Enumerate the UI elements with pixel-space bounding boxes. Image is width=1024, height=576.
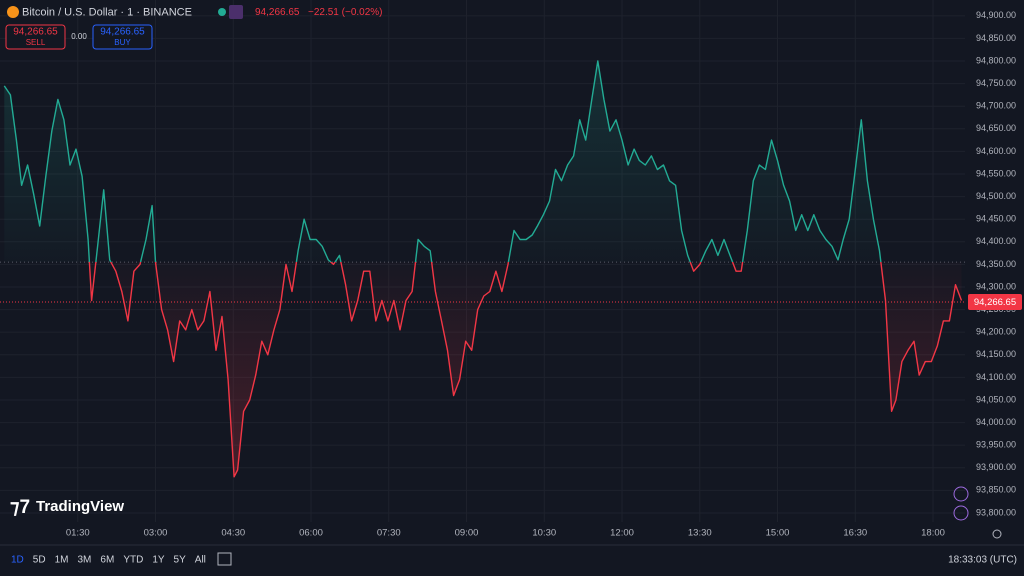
y-tick-label: 93,850.00	[976, 485, 1016, 495]
y-tick-label: 94,150.00	[976, 349, 1016, 359]
add-alert[interactable]	[953, 486, 969, 502]
sell-price: 94,266.65	[13, 27, 58, 38]
y-tick-label: 94,550.00	[976, 168, 1016, 178]
indicator-icon[interactable]	[229, 5, 243, 19]
x-tick-label: 09:00	[455, 528, 479, 539]
baseline-area	[4, 61, 962, 477]
last-price-label: 94,266.65	[974, 297, 1016, 308]
x-tick-label: 13:30	[688, 528, 712, 539]
buy-button[interactable]	[92, 24, 153, 50]
sell-label: SELL	[26, 38, 46, 47]
range-button[interactable]: All	[195, 555, 206, 566]
settings-icon[interactable]	[992, 529, 1002, 539]
logo-mark: ⁊7	[10, 497, 30, 518]
y-tick-label: 94,750.00	[976, 78, 1016, 88]
range-button[interactable]: 6M	[100, 555, 114, 566]
price-line	[3, 60, 963, 478]
x-tick-label: 03:00	[144, 528, 168, 539]
plot	[0, 60, 965, 478]
x-tick-label: 06:00	[299, 528, 323, 539]
range-button[interactable]: 1M	[55, 555, 69, 566]
y-tick-label: 94,300.00	[976, 281, 1016, 291]
range-button[interactable]: 5Y	[174, 555, 187, 566]
y-tick-label: 94,050.00	[976, 394, 1016, 404]
y-tick-label: 94,850.00	[976, 33, 1016, 43]
range-button[interactable]: 1Y	[152, 555, 165, 566]
buy-price: 94,266.65	[100, 27, 145, 38]
btc-icon	[7, 6, 19, 18]
spread: 0.00	[71, 32, 87, 41]
symbol: Bitcoin / U.S. Dollar · 1 · BINANCE	[22, 6, 192, 18]
x-tick-label: 01:30	[66, 528, 90, 539]
y-tick-label: 94,700.00	[976, 101, 1016, 111]
sell-button[interactable]	[5, 24, 66, 50]
header-change: −22.51 (−0.02%)	[308, 7, 383, 18]
flash-icon[interactable]	[953, 505, 969, 521]
range-button[interactable]: 1D	[11, 555, 24, 566]
x-tick-label: 15:00	[766, 528, 790, 539]
x-tick-label: 18:00	[921, 528, 945, 539]
y-tick-label: 94,500.00	[976, 191, 1016, 201]
y-tick-label: 94,650.00	[976, 123, 1016, 133]
last-price-tag	[968, 294, 1022, 311]
range-button[interactable]: 5D	[33, 555, 46, 566]
buy-label: BUY	[114, 38, 131, 47]
y-tick-label: 94,600.00	[976, 146, 1016, 156]
logo: TradingView	[36, 498, 124, 515]
range-button[interactable]: 3M	[78, 555, 92, 566]
y-tick-label: 94,800.00	[976, 55, 1016, 65]
header-price: 94,266.65	[255, 7, 300, 18]
date-range-icon[interactable]	[217, 552, 232, 566]
x-tick-label: 16:30	[843, 528, 867, 539]
y-tick-label: 94,900.00	[976, 10, 1016, 20]
y-tick-label: 94,100.00	[976, 372, 1016, 382]
y-tick-label: 94,400.00	[976, 236, 1016, 246]
y-tick-label: 94,000.00	[976, 417, 1016, 427]
y-tick-label: 94,350.00	[976, 259, 1016, 269]
range-button[interactable]: YTD	[123, 555, 143, 566]
market-status	[218, 8, 226, 16]
x-tick-label: 10:30	[532, 528, 556, 539]
y-tick-label: 93,800.00	[976, 507, 1016, 517]
x-tick-label: 04:30	[221, 528, 245, 539]
axes: 93,800.00 93,850.00 93,900.00 93,950.00 94,0…	[66, 10, 1022, 539]
y-tick-label: 93,950.00	[976, 440, 1016, 450]
x-tick-label: 12:00	[610, 528, 634, 539]
y-tick-label: 94,450.00	[976, 214, 1016, 224]
y-tick-label: 93,900.00	[976, 462, 1016, 472]
x-tick-label: 07:30	[377, 528, 401, 539]
y-tick-label: 94,200.00	[976, 327, 1016, 337]
clock: 18:33:03 (UTC)	[948, 555, 1017, 566]
